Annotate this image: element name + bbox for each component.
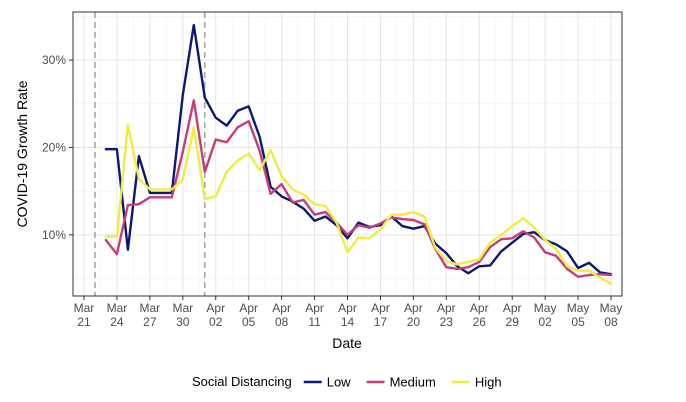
x-tick-label-day: 08 (604, 315, 618, 329)
series-line-high (104, 123, 613, 285)
x-tick-label-month: Apr (305, 301, 324, 315)
legend-label-medium: Medium (390, 375, 436, 390)
x-tick-label-day: 02 (538, 315, 552, 329)
y-axis-title: COVID-19 Growth Rate (14, 80, 30, 227)
x-tick-label-day: 08 (275, 315, 289, 329)
x-tick-label-day: 05 (242, 315, 256, 329)
x-tick-label-month: Mar (140, 301, 161, 315)
x-tick-label-day: 27 (143, 315, 157, 329)
x-tick-label-day: 14 (341, 315, 355, 329)
x-tick-label-month: Mar (107, 301, 128, 315)
x-tick-label-month: Apr (404, 301, 423, 315)
legend: Social Distancing Low Medium High (192, 374, 502, 390)
x-tick-label-day: 21 (77, 315, 91, 329)
x-tick-label-day: 02 (209, 315, 223, 329)
series-line-medium (104, 99, 613, 278)
x-tick-label-month: Apr (239, 301, 258, 315)
x-tick-label-day: 23 (440, 315, 454, 329)
x-tick-label-month: May (600, 301, 623, 315)
x-tick-label-month: Apr (503, 301, 522, 315)
y-tick-label: 20% (42, 140, 66, 154)
x-tick-label-month: Mar (74, 301, 95, 315)
x-tick-label-day: 11 (308, 315, 321, 329)
x-tick-label-month: May (567, 301, 590, 315)
x-tick-label-month: Apr (371, 301, 390, 315)
x-axis-title: Date (332, 335, 362, 351)
y-tick-label: 30% (42, 53, 66, 67)
x-tick-label-month: Apr (338, 301, 357, 315)
x-tick-label-day: 24 (110, 315, 124, 329)
x-tick-label-day: 26 (473, 315, 487, 329)
y-axis-ticks: 10% 20% 30% (42, 53, 73, 242)
x-tick-label-month: Apr (206, 301, 225, 315)
x-tick-label-day: 17 (374, 315, 388, 329)
x-tick-label-month: May (534, 301, 557, 315)
x-tick-label-month: Apr (470, 301, 489, 315)
x-tick-label-month: Apr (437, 301, 456, 315)
x-tick-label-day: 20 (407, 315, 421, 329)
x-tick-label-day: 30 (176, 315, 190, 329)
x-axis-ticks: Mar21Mar24Mar27Mar30Apr02Apr05Apr08Apr11… (74, 296, 623, 329)
legend-label-low: Low (327, 375, 351, 390)
x-tick-label-month: Mar (172, 301, 193, 315)
x-tick-label-month: Apr (272, 301, 291, 315)
x-tick-label-day: 05 (571, 315, 585, 329)
x-tick-label-day: 29 (506, 315, 520, 329)
y-tick-label: 10% (42, 228, 66, 242)
legend-label-high: High (475, 375, 502, 390)
reference-lines (94, 12, 206, 296)
legend-title: Social Distancing (192, 374, 292, 389)
series-lines (104, 23, 613, 285)
